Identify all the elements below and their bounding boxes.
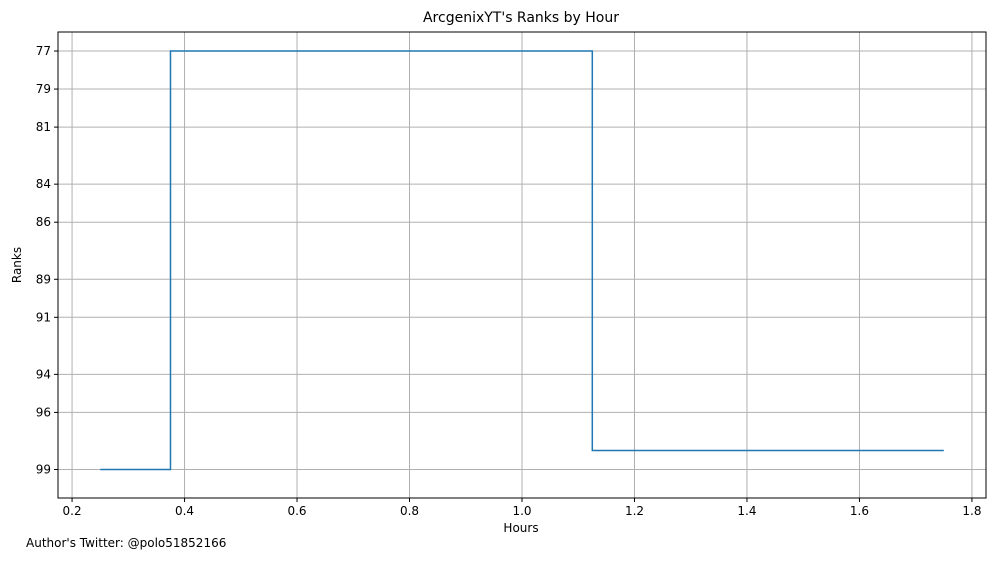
x-tick-label: 0.2 [63,504,82,518]
y-tick-label: 99 [36,462,51,476]
y-tick-label: 79 [36,82,51,96]
y-tick-label: 91 [36,310,51,324]
x-tick-label: 1.4 [737,504,756,518]
x-tick-label: 1.2 [625,504,644,518]
y-tick-label: 77 [36,44,51,58]
x-tick-label: 0.8 [400,504,419,518]
x-axis-label: Hours [503,521,538,535]
x-tick-label: 1.6 [850,504,869,518]
x-tick-label: 0.4 [175,504,194,518]
chart-title: ArcgenixYT's Ranks by Hour [423,10,619,26]
y-tick-label: 89 [36,272,51,286]
author-credit: Author's Twitter: @polo51852166 [26,536,227,550]
grid-lines [58,32,986,498]
y-tick-label: 94 [36,367,51,381]
x-tick-label: 1.8 [962,504,981,518]
y-tick-label: 81 [36,120,51,134]
y-tick-label: 86 [36,215,51,229]
y-tick-label: 96 [36,405,51,419]
y-axis-ticks: 77 79 81 84 86 89 91 94 96 99 [36,44,58,476]
x-tick-label: 1.0 [512,504,531,518]
y-tick-label: 84 [36,177,51,191]
x-axis-ticks: 0.2 0.4 0.6 0.8 1.0 1.2 1.4 1.6 1.8 [63,498,981,518]
x-tick-label: 0.6 [287,504,306,518]
series-line [100,50,944,471]
rank-line [100,50,944,471]
y-axis-label: Ranks [10,247,24,283]
